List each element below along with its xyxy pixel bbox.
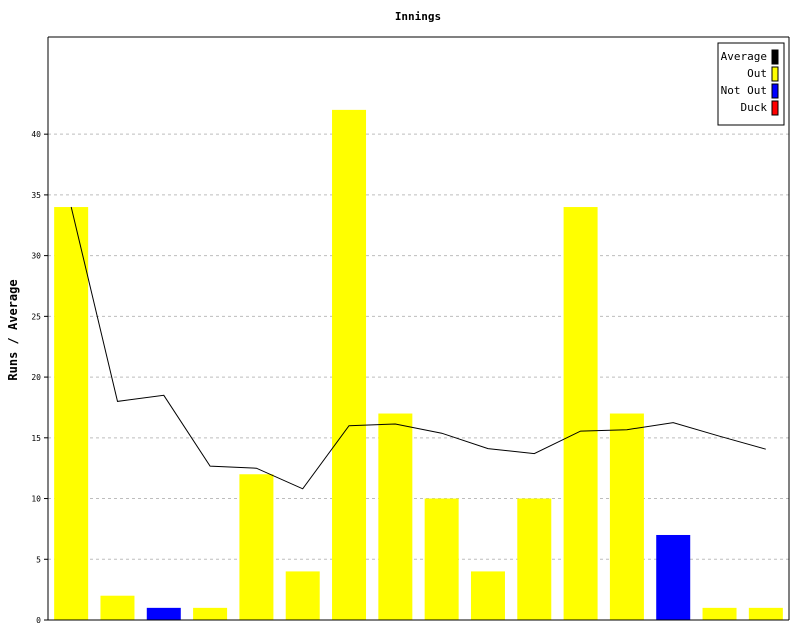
y-tick-label-30: 30 <box>31 252 41 261</box>
legend-swatch-not-out <box>771 83 779 99</box>
y-tick-label-0: 0 <box>36 616 41 625</box>
legend-swatch-average <box>771 49 779 65</box>
bar-innings-3 <box>146 607 181 620</box>
average-line <box>70 206 766 490</box>
legend-label-not-out: Not Out <box>721 84 767 97</box>
legend-swatch-out <box>771 66 779 82</box>
bar-innings-16 <box>748 607 783 620</box>
bar-innings-12 <box>563 207 598 620</box>
y-tick-label-10: 10 <box>31 495 41 504</box>
legend-label-out: Out <box>747 67 767 80</box>
bar-innings-4 <box>193 607 228 620</box>
bar-innings-8 <box>378 413 413 620</box>
average-line-layer <box>70 206 766 490</box>
bar-innings-14 <box>656 534 691 620</box>
y-axis-label: Runs / Average <box>6 279 20 380</box>
bar-innings-6 <box>285 571 320 620</box>
bar-innings-1 <box>54 207 89 620</box>
y-tick-label-35: 35 <box>31 191 41 200</box>
axis-layer: 0 5 10 15 20 25 30 35 40 <box>31 36 790 625</box>
bar-innings-5 <box>239 474 274 620</box>
bar-innings-7 <box>332 109 367 620</box>
legend-label-average: Average <box>721 50 767 63</box>
bar-innings-9 <box>424 498 459 620</box>
bars-layer <box>54 109 783 620</box>
bar-innings-10 <box>470 571 505 620</box>
bar-innings-11 <box>517 498 552 620</box>
bar-innings-15 <box>702 607 737 620</box>
y-tick-label-25: 25 <box>31 312 41 321</box>
y-tick-label-5: 5 <box>36 555 41 564</box>
legend-label-duck: Duck <box>741 101 768 114</box>
legend-swatch-duck <box>771 100 779 116</box>
y-tick-label-40: 40 <box>31 130 41 139</box>
chart-title: Innings <box>395 10 441 23</box>
y-tick-label-20: 20 <box>31 373 41 382</box>
y-tick-label-15: 15 <box>31 434 41 443</box>
bar-innings-2 <box>100 595 135 620</box>
bar-innings-13 <box>609 413 644 620</box>
legend: Average Out Not Out Duck <box>717 42 785 126</box>
